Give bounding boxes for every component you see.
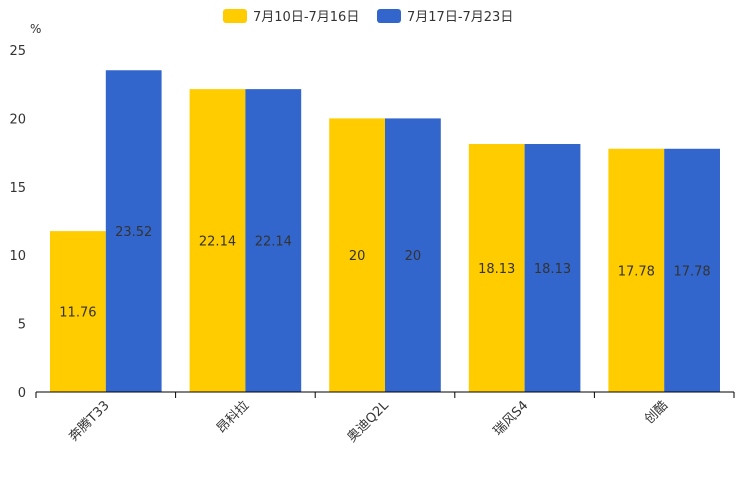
legend-label: 7月17日-7月23日 [407,10,513,25]
legend: 7月10日-7月16日 7月17日-7月23日 [223,9,513,25]
y-tick-label: 15 [9,181,26,196]
data-label: 18.13 [534,262,571,277]
y-tick-label: 5 [18,318,26,333]
bar [524,143,581,392]
legend-swatch [377,9,401,23]
x-axis: 奔腾T33 昂科拉 奥迪Q2L 瑞风S4 创酷 [35,391,735,446]
data-label: 17.78 [673,264,710,279]
y-tick-label: 25 [9,44,26,59]
legend-item[interactable]: 7月17日-7月23日 [377,9,513,25]
legend-label: 7月10日-7月16日 [253,10,359,25]
data-label: 18.13 [478,262,515,277]
x-tick-label: 奥迪Q2L [345,398,393,446]
y-axis-unit-label: % [30,22,41,36]
bar [608,148,665,392]
data-label: 22.14 [255,235,292,250]
bar [189,89,246,392]
data-label: 20 [405,249,422,264]
bar [105,70,162,392]
data-label: 20 [349,249,366,264]
y-tick-label: 10 [9,249,26,264]
bar [385,118,441,393]
x-tick-label: 创酷 [642,398,671,427]
bar [664,148,720,392]
y-tick-label: 20 [9,112,26,127]
legend-item[interactable]: 7月10日-7月16日 [223,9,359,25]
bars: 11.76 23.52 22.14 22.14 20 20 18.13 18.13 17.78 1… [50,70,720,393]
x-tick-label: 奔腾T33 [66,398,113,445]
legend-swatch [223,9,247,23]
x-tick-label: 昂科拉 [214,398,252,436]
y-axis: 0 5 10 15 20 25 [9,44,26,401]
bar [245,89,302,392]
bar [468,143,525,392]
bar [329,118,385,393]
data-label: 22.14 [199,235,236,250]
data-label: 17.78 [618,264,655,279]
bar [50,231,106,392]
data-label: 11.76 [59,306,96,321]
data-label: 23.52 [115,225,152,240]
y-tick-label: 0 [18,386,26,401]
x-tick-label: 瑞风S4 [491,398,532,439]
